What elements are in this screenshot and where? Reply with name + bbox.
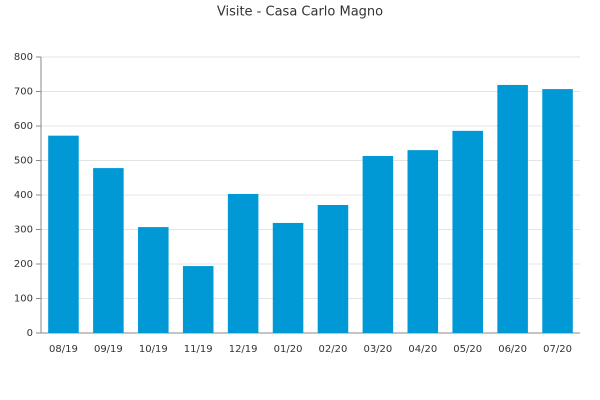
bar [362,156,394,333]
chart-title: Visite - Casa Carlo Magno [217,5,383,20]
bar [272,222,304,333]
x-tick-label: 09/19 [94,344,123,355]
x-tick-label: 02/20 [319,344,348,355]
y-tick-label: 0 [27,328,33,339]
bar [497,84,528,333]
y-tick-label: 800 [14,52,33,63]
y-tick-label: 700 [14,87,33,98]
y-tick-label: 500 [14,156,33,167]
x-tick-label: 03/20 [363,344,392,355]
bar [452,130,483,333]
x-tick-label: 11/19 [184,344,213,355]
bar [138,227,169,333]
bar [542,89,573,334]
y-tick-label: 100 [14,294,33,305]
bar [227,193,259,333]
y-tick-label: 200 [14,259,33,270]
y-tick-label: 300 [14,225,33,236]
x-tick-label: 12/19 [229,344,258,355]
y-tick-label: 600 [14,121,33,132]
x-tick-label: 01/20 [274,344,303,355]
bar [182,266,214,333]
bar [317,205,349,333]
x-tick-label: 10/19 [139,344,168,355]
x-tick-label: 05/20 [453,344,482,355]
x-tick-label: 04/20 [408,344,437,355]
x-tick-label: 07/20 [543,344,572,355]
bar [407,150,439,333]
x-tick-label: 06/20 [498,344,527,355]
x-tick-label: 08/19 [49,344,78,355]
y-tick-label: 400 [14,190,33,201]
bar [93,168,124,333]
bar [48,135,79,333]
